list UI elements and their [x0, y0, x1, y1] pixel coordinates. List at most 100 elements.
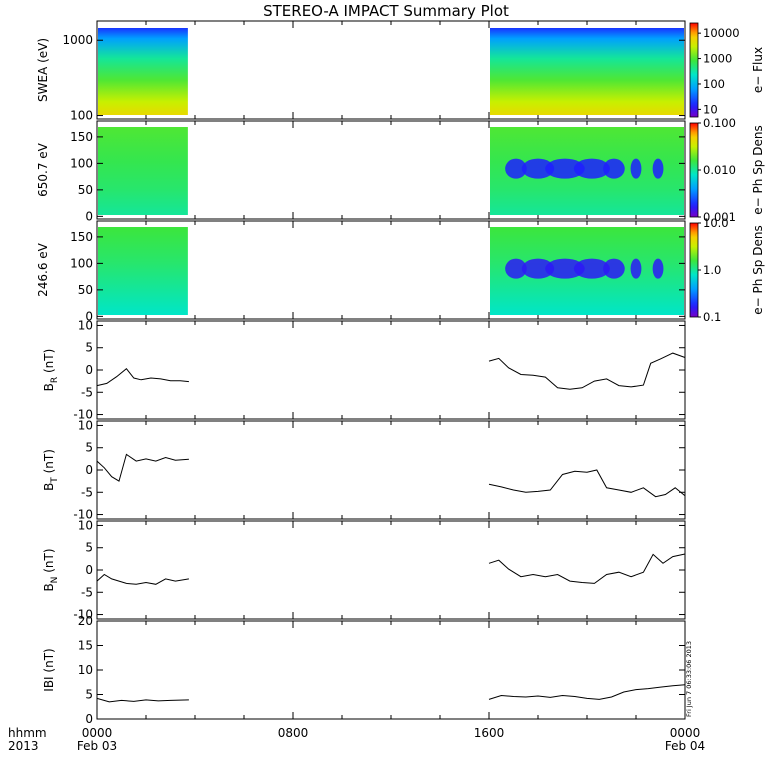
y-tick-label: 0 — [85, 309, 93, 323]
spectrogram-feature — [573, 258, 610, 279]
colorbar-scale — [689, 222, 699, 318]
plot-title: STEREO-A IMPACT Summary Plot — [263, 2, 509, 20]
line-panel: -10 -5 0 5 10 BN (nT) — [42, 518, 686, 622]
y-tick-label: 0 — [85, 363, 93, 377]
y-tick-label: 10 — [78, 518, 93, 532]
y-axis-label: SWEA (eV) — [36, 38, 50, 102]
colorbar-tick-label: 10000 — [703, 26, 740, 40]
x-tick-label: 1600 — [474, 726, 505, 740]
data-line — [488, 684, 686, 700]
x-tick-date: Feb 04 — [665, 739, 705, 753]
data-line — [96, 453, 189, 482]
y-tick-label: -10 — [73, 408, 93, 422]
colorbar-tick-label: 100 — [703, 77, 725, 91]
y-axis-label: BR (nT) — [42, 349, 60, 392]
y-tick-label: 100 — [70, 256, 93, 270]
panel-frame — [96, 620, 686, 720]
colorbar-tick-label: 0.010 — [703, 163, 736, 177]
spectrogram-feature — [505, 258, 527, 279]
y-tick-label: 5 — [85, 541, 93, 555]
y-tick-label: 150 — [70, 230, 93, 244]
colorbar: 0.001 0.010 0.100 e− Ph Sp Dens — [689, 116, 765, 224]
spectrogram-fill — [98, 127, 188, 215]
y-tick-label: 15 — [78, 639, 93, 653]
data-line — [96, 573, 189, 585]
data-line — [488, 469, 686, 498]
colorbar-tick-label: 10.0 — [703, 216, 729, 230]
colorbar-scale — [689, 22, 699, 118]
y-tick-label: 20 — [78, 614, 93, 628]
colorbar-tick-label: 1.0 — [703, 263, 721, 277]
time-row-label: hhmm — [8, 726, 47, 740]
spectrogram-feature — [505, 158, 527, 179]
y-tick-label: 50 — [78, 283, 93, 297]
spectrogram-feature — [603, 158, 625, 179]
spectrogram-panel: 100 1000 SWEA (eV) — [36, 20, 686, 123]
y-tick-label: 150 — [70, 130, 93, 144]
spectrogram-feature — [603, 258, 625, 279]
y-axis-label: 650.7 eV — [36, 142, 50, 197]
colorbar-label: e− Ph Sp Dens — [751, 225, 765, 314]
spectrogram-feature — [630, 158, 642, 179]
spectrogram-feature — [521, 258, 555, 279]
colorbar-tick-label: 0.100 — [703, 116, 736, 130]
colorbar-label: e− Ph Sp Dens — [751, 125, 765, 214]
y-tick-label: 5 — [85, 688, 93, 702]
y-axis-label: 246.6 eV — [36, 242, 50, 297]
spectrogram-feature — [545, 258, 585, 279]
y-tick-label: 0 — [85, 463, 93, 477]
y-axis-label: BN (nT) — [42, 548, 60, 591]
colorbar-tick-label: 0.1 — [703, 310, 721, 324]
y-tick-label: 10 — [78, 418, 93, 432]
magnetic-field-panels: -10 -5 0 5 10 BR (nT) -10 -5 0 5 10 BT (nT) -10 -5 0 5 1… — [42, 318, 686, 726]
x-tick-label: 0000 — [670, 726, 701, 740]
x-tick-label: 0000 — [82, 726, 113, 740]
colorbar: 10 100 1000 10000 e− Flux — [689, 22, 765, 118]
y-tick-label: 0 — [85, 563, 93, 577]
x-tick-date: Feb 03 — [77, 739, 117, 753]
y-tick-label: 50 — [78, 183, 93, 197]
y-tick-label: -10 — [73, 608, 93, 622]
spectrogram-panel: 0 50 100 150 650.7 eV — [36, 120, 686, 223]
y-axis-label: IBI (nT) — [42, 648, 56, 691]
y-tick-label: 5 — [85, 341, 93, 355]
y-tick-label: -5 — [81, 485, 93, 499]
colorbars: 10 100 1000 10000 e− Flux 0.001 0.010 0.100 e− P… — [689, 22, 765, 324]
spectrogram-fill — [490, 28, 684, 115]
panel-frame — [96, 320, 686, 420]
y-tick-label: 0 — [85, 209, 93, 223]
spectrogram-feature — [652, 158, 664, 179]
y-tick-label: 100 — [70, 109, 93, 123]
line-panel: 0 5 10 15 20 IBI (nT) — [42, 614, 686, 726]
colorbar: 0.1 1.0 10.0 e− Ph Sp Dens — [689, 216, 765, 324]
y-tick-label: -5 — [81, 585, 93, 599]
spectrogram-fill — [98, 28, 188, 115]
colorbar-tick-label: 1000 — [703, 52, 732, 66]
y-tick-label: 10 — [78, 663, 93, 677]
spectrogram-panel: 0 50 100 150 246.6 eV — [36, 220, 686, 323]
time-row-label: 2013 — [8, 739, 39, 753]
colorbar-tick-label: 0.001 — [703, 210, 736, 224]
panel-frame — [96, 520, 686, 620]
y-tick-label: 0 — [85, 712, 93, 726]
spectrogram-feature — [630, 258, 642, 279]
y-tick-label: 100 — [70, 156, 93, 170]
y-tick-label: 1000 — [62, 33, 93, 47]
spectrogram-feature — [652, 258, 664, 279]
spectrogram-feature — [573, 158, 610, 179]
y-tick-label: 5 — [85, 441, 93, 455]
colorbar-scale — [689, 122, 699, 218]
colorbar-label: e− Flux — [751, 47, 765, 93]
timestamp-note: Fri Jun 7 06:33:06 2013 — [685, 641, 693, 717]
line-panel: -10 -5 0 5 10 BT (nT) — [42, 418, 686, 522]
line-panel: -10 -5 0 5 10 BR (nT) — [42, 318, 686, 422]
spectrogram-fill — [98, 227, 188, 315]
data-line — [488, 553, 686, 584]
spectrogram-feature — [521, 158, 555, 179]
x-tick-label: 0800 — [278, 726, 309, 740]
y-tick-label: -5 — [81, 385, 93, 399]
colorbar-tick-label: 10 — [703, 102, 718, 116]
